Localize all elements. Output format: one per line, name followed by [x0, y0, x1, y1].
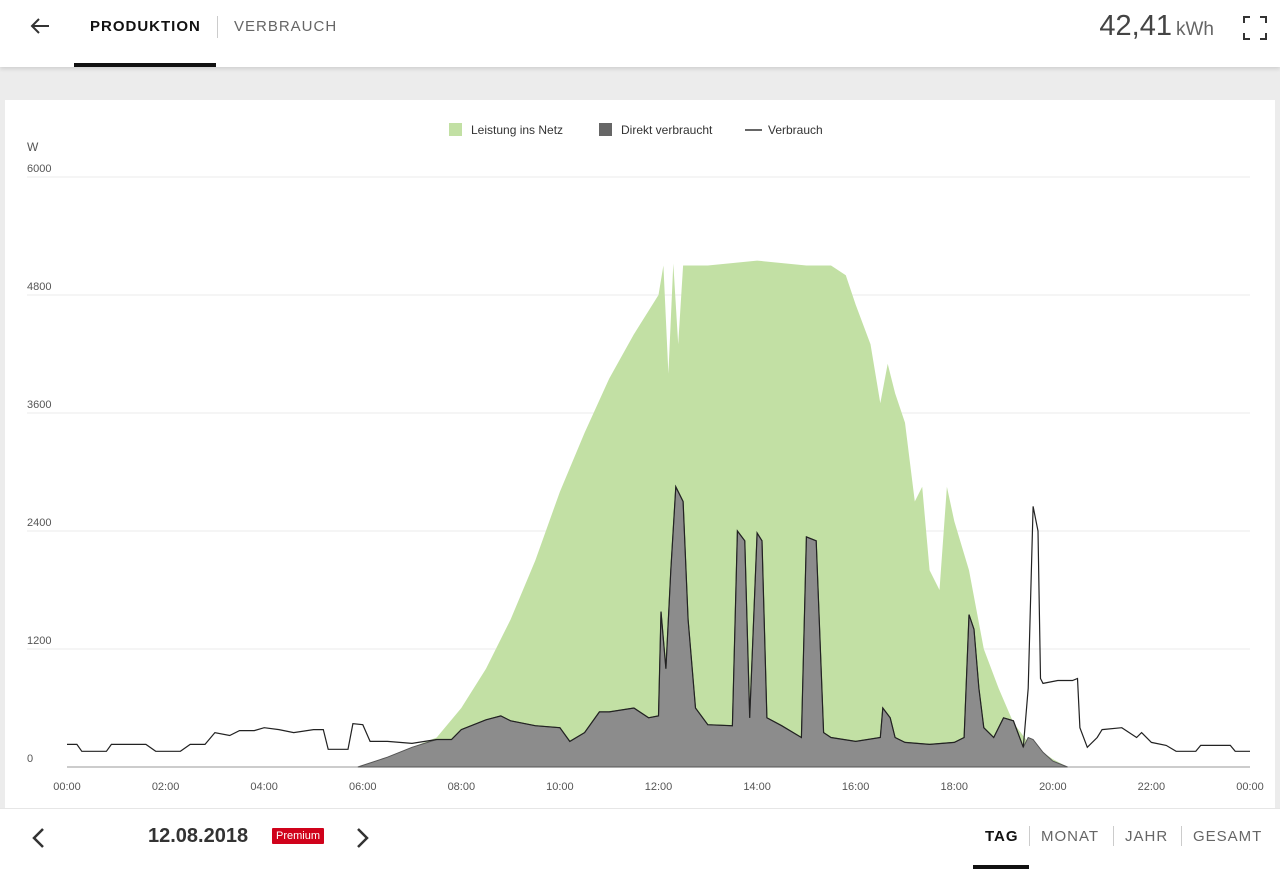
fullscreen-icon[interactable] — [1241, 14, 1269, 42]
x-tick-label: 00:00 — [53, 781, 81, 793]
tab-verbrauch[interactable]: VERBRAUCH — [234, 18, 338, 35]
chart-areas — [67, 260, 1250, 768]
y-tick-label: 2400 — [27, 517, 51, 529]
x-tick-label: 16:00 — [842, 781, 870, 793]
chevron-left-icon[interactable] — [28, 823, 50, 853]
energy-chart: 0 1200 2400 3600 4800 6000 00:00 02:00 04:00 06:… — [27, 123, 1264, 793]
period-jahr[interactable]: JAHR — [1125, 828, 1169, 845]
x-tick-label: 14:00 — [743, 781, 771, 793]
total-energy-value: 42,41 — [1099, 10, 1172, 42]
y-axis-labels: 0 1200 2400 3600 4800 6000 — [27, 163, 51, 765]
tab-produktion[interactable]: PRODUKTION — [90, 18, 201, 35]
total-energy: 42,41 kWh — [1099, 10, 1214, 43]
tab-divider — [217, 16, 218, 38]
legend-label[interactable]: Direkt verbraucht — [621, 123, 713, 137]
period-tag[interactable]: TAG — [985, 828, 1019, 845]
x-axis-labels: 00:00 02:00 04:00 06:00 08:00 10:00 12:00 14:00… — [53, 781, 1264, 793]
period-divider — [1181, 826, 1182, 846]
active-tab-indicator — [74, 63, 216, 67]
period-divider — [1113, 826, 1114, 846]
x-tick-label: 20:00 — [1039, 781, 1067, 793]
total-energy-unit: kWh — [1176, 19, 1214, 40]
y-axis-unit: W — [27, 140, 39, 154]
arrow-left-icon[interactable] — [26, 12, 54, 40]
legend-swatch — [599, 123, 612, 136]
bottom-bar: 12.08.2018 Premium TAG MONAT JAHR GESAMT — [0, 808, 1280, 870]
period-monat[interactable]: MONAT — [1041, 828, 1100, 845]
area-series-leistung-ins-netz — [357, 260, 1068, 767]
x-tick-label: 22:00 — [1138, 781, 1166, 793]
chart-card: 0 1200 2400 3600 4800 6000 00:00 02:00 04:00 06:… — [5, 100, 1275, 864]
line-series-verbrauch — [67, 484, 1250, 752]
x-tick-label: 04:00 — [250, 781, 278, 793]
y-tick-label: 4800 — [27, 281, 51, 293]
period-divider — [1029, 826, 1030, 846]
y-tick-label: 6000 — [27, 163, 51, 175]
x-tick-label: 02:00 — [152, 781, 180, 793]
legend-label[interactable]: Verbrauch — [768, 123, 823, 137]
legend-swatch — [449, 123, 462, 136]
y-tick-label: 1200 — [27, 635, 51, 647]
x-tick-label: 00:00 — [1236, 781, 1264, 793]
period-gesamt[interactable]: GESAMT — [1193, 828, 1263, 845]
x-tick-label: 06:00 — [349, 781, 377, 793]
y-tick-label: 3600 — [27, 399, 51, 411]
top-bar: PRODUKTION VERBRAUCH 42,41 kWh — [0, 0, 1280, 67]
active-period-indicator — [973, 865, 1029, 869]
x-tick-label: 08:00 — [448, 781, 476, 793]
x-tick-label: 12:00 — [645, 781, 673, 793]
premium-badge: Premium — [272, 828, 325, 844]
chevron-right-icon[interactable] — [351, 823, 373, 853]
legend-label[interactable]: Leistung ins Netz — [471, 123, 563, 137]
legend: Leistung ins Netz Direkt verbraucht Verbra… — [449, 123, 823, 137]
x-tick-label: 10:00 — [546, 781, 574, 793]
y-tick-label: 0 — [27, 753, 33, 765]
date-display[interactable]: 12.08.2018 — [148, 825, 249, 847]
x-tick-label: 18:00 — [940, 781, 968, 793]
